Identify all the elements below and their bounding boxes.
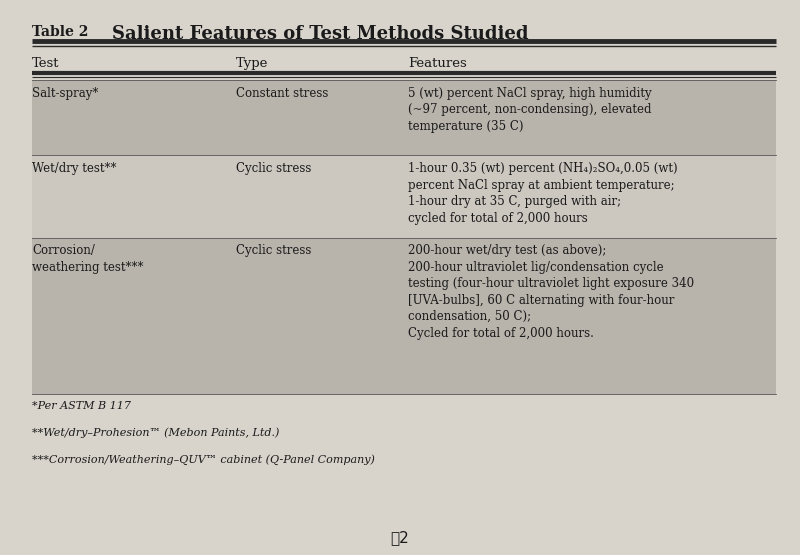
Bar bbox=[32, 238, 776, 394]
Text: *Per ASTM B 117: *Per ASTM B 117 bbox=[32, 401, 131, 411]
Text: 表2: 表2 bbox=[390, 530, 410, 545]
Text: Cyclic stress: Cyclic stress bbox=[236, 162, 311, 175]
Text: Table 2: Table 2 bbox=[32, 25, 88, 39]
Text: Type: Type bbox=[236, 57, 268, 70]
Text: **Wet/dry–Prohesion™ (Mebon Paints, Ltd.): **Wet/dry–Prohesion™ (Mebon Paints, Ltd.… bbox=[32, 427, 279, 438]
Bar bbox=[32, 80, 776, 155]
Bar bbox=[32, 155, 776, 238]
Text: ***Corrosion/Weathering–QUV™ cabinet (Q-Panel Company): ***Corrosion/Weathering–QUV™ cabinet (Q-… bbox=[32, 454, 375, 465]
Text: Test: Test bbox=[32, 57, 59, 70]
Text: Salt-spray*: Salt-spray* bbox=[32, 87, 98, 99]
Text: Wet/dry test**: Wet/dry test** bbox=[32, 162, 117, 175]
Text: Constant stress: Constant stress bbox=[236, 87, 328, 99]
Text: Features: Features bbox=[408, 57, 466, 70]
Text: Cyclic stress: Cyclic stress bbox=[236, 244, 311, 257]
Text: 1-hour 0.35 (wt) percent (NH₄)₂SO₄,0.05 (wt)
percent NaCl spray at ambient tempe: 1-hour 0.35 (wt) percent (NH₄)₂SO₄,0.05 … bbox=[408, 162, 678, 225]
Text: Salient Features of Test Methods Studied: Salient Features of Test Methods Studied bbox=[112, 25, 529, 43]
Text: 200-hour wet/dry test (as above);
200-hour ultraviolet lig/condensation cycle
te: 200-hour wet/dry test (as above); 200-ho… bbox=[408, 244, 694, 340]
Text: 5 (wt) percent NaCl spray, high humidity
(~97 percent, non-condensing), elevated: 5 (wt) percent NaCl spray, high humidity… bbox=[408, 87, 652, 133]
Text: Corrosion/
weathering test***: Corrosion/ weathering test*** bbox=[32, 244, 143, 274]
